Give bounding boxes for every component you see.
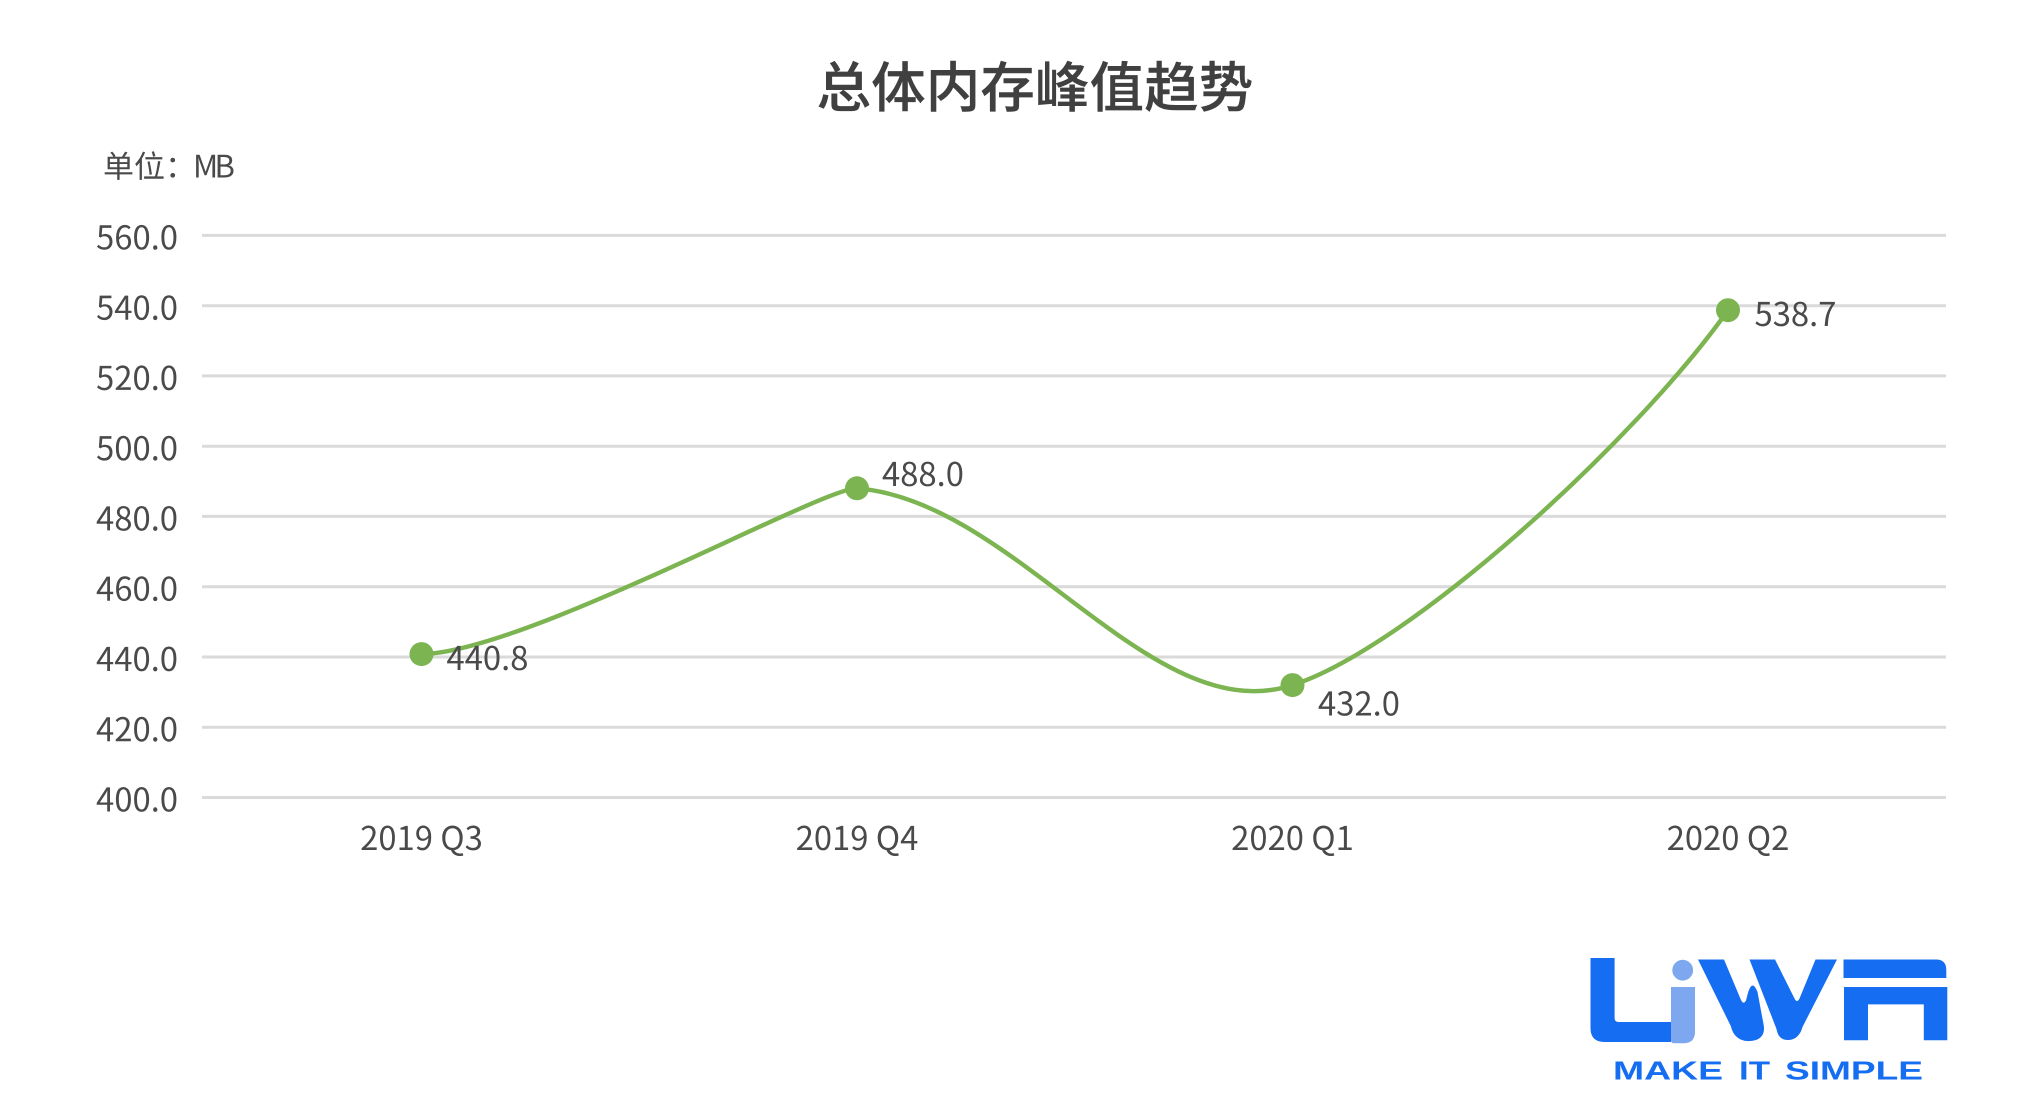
svg-text:MAKE: MAKE: [1613, 1056, 1723, 1086]
svg-text:SIMPLE: SIMPLE: [1785, 1056, 1923, 1086]
svg-text:IT: IT: [1739, 1056, 1770, 1086]
